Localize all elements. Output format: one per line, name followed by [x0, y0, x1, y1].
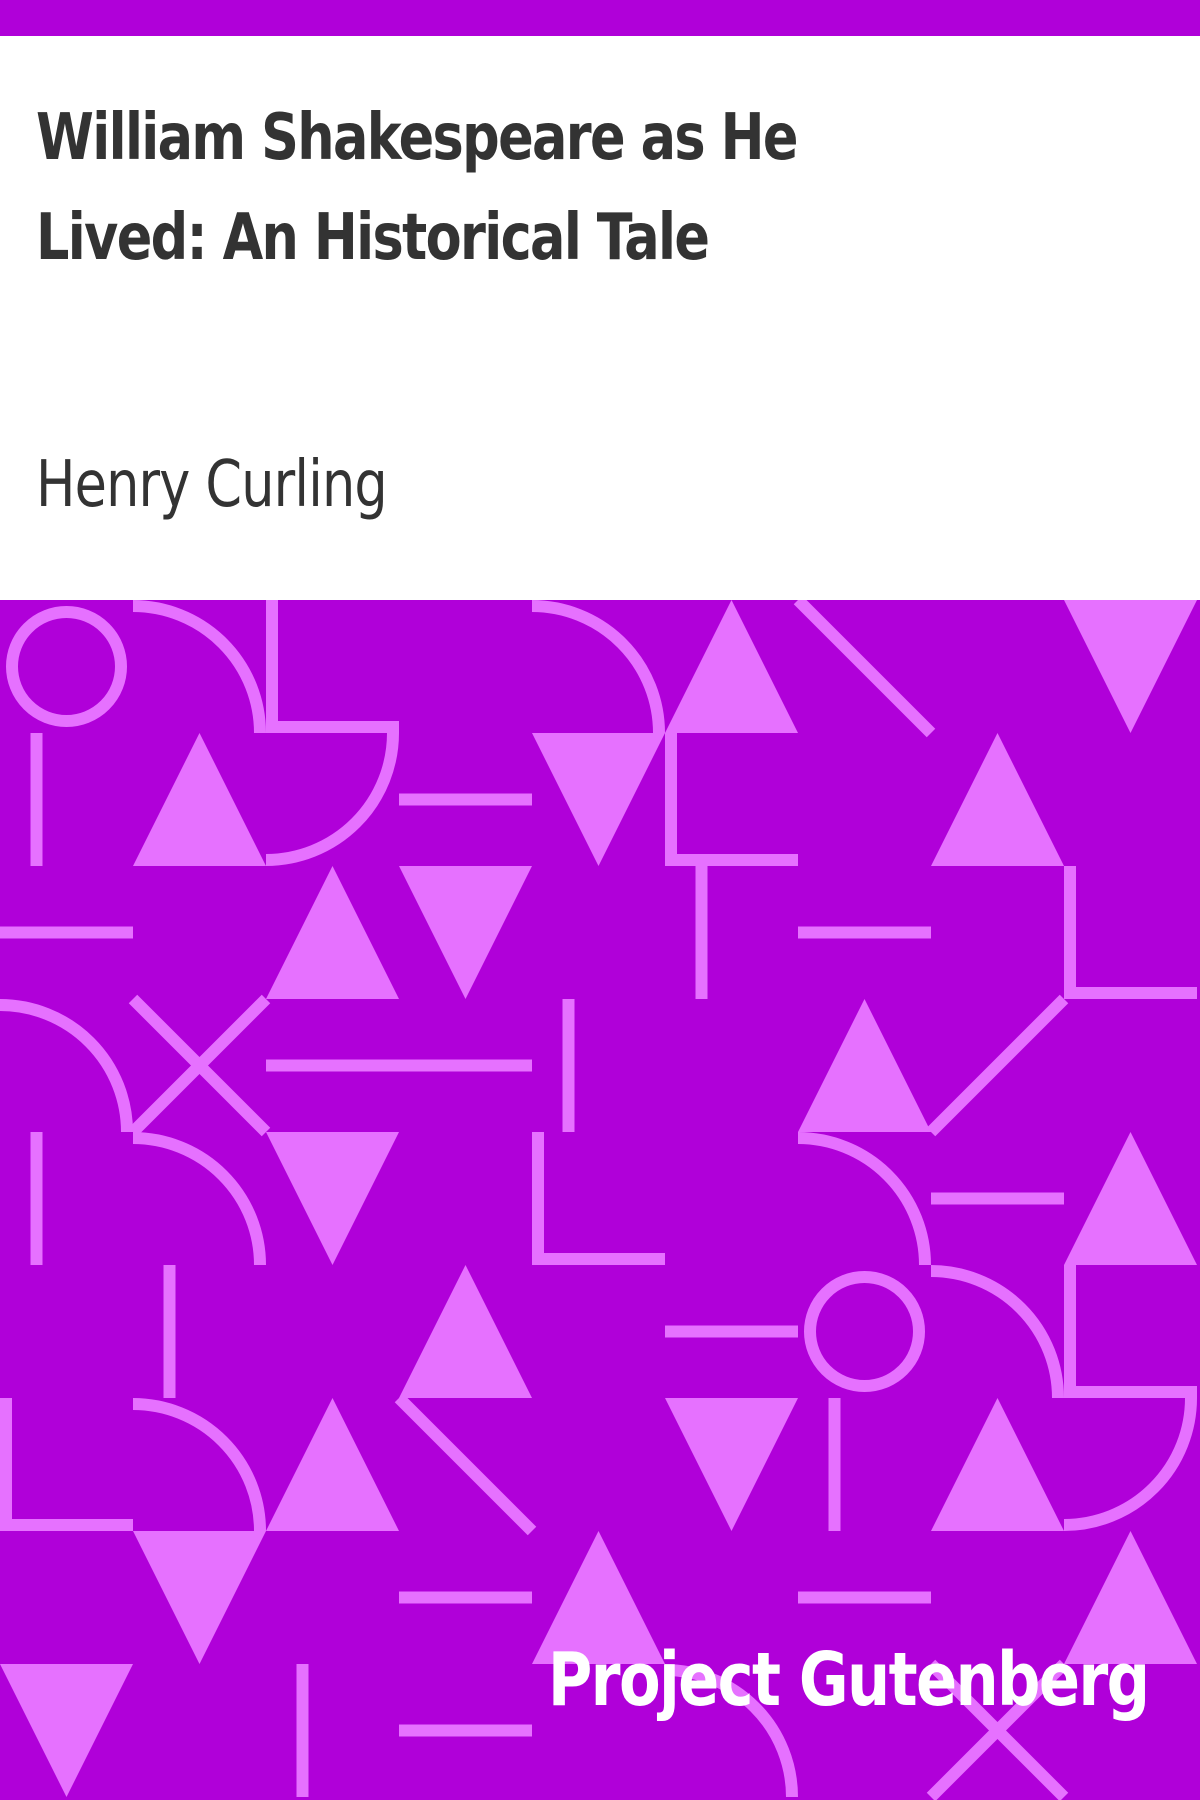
pattern-shape-tri-down-16 [399, 866, 532, 999]
pattern-shape-diag-43 [394, 1393, 537, 1536]
pattern-shape-tri-up-50 [532, 1531, 665, 1664]
pattern-shape-circle-37 [804, 1271, 925, 1392]
pattern-shape-arc-38 [930, 1265, 1064, 1399]
pattern-shape-arc-20 [0, 999, 133, 1133]
pattern-shape-arc-3 [531, 600, 665, 734]
pattern-shape-circle-0 [6, 606, 127, 727]
pattern-shapes [0, 600, 1197, 1800]
pattern-shape-tri-up-46 [931, 1398, 1064, 1531]
pattern-shape-tri-down-11 [532, 733, 665, 866]
top-color-band [0, 0, 1200, 36]
pattern-shape-tri-down-48 [133, 1531, 266, 1664]
pattern-shape-diag2-26 [926, 994, 1069, 1137]
pattern-shape-tri-up-33 [1064, 1132, 1197, 1265]
pattern-shape-tri-down-44 [665, 1398, 798, 1531]
pattern-shape-tri-up-13 [931, 733, 1064, 866]
pattern-shape-cross-21 [128, 994, 271, 1137]
pattern-shape-tri-up-52 [1064, 1531, 1197, 1664]
pattern-shape-corner-39 [1064, 1265, 1197, 1398]
pattern-shape-diag-5 [793, 600, 936, 738]
title-area [0, 36, 1200, 600]
pattern-shape-arc-down-9 [265, 732, 399, 866]
pattern-shape-arc-41 [132, 1398, 266, 1532]
book-title: William Shakespeare as He Lived: An Hist… [36, 101, 798, 275]
pattern-shape-cross-57 [926, 1659, 1069, 1800]
pattern-shape-tri-down-29 [266, 1132, 399, 1265]
pattern-shape-corner-40 [0, 1398, 133, 1531]
pattern-shape-tri-up-15 [266, 866, 399, 999]
pattern-shape-corner-30 [532, 1132, 665, 1265]
publisher-label: Project Gutenberg [547, 1637, 1149, 1723]
pattern-shape-arc-1 [132, 600, 266, 734]
pattern-shape-arc-31 [797, 1132, 931, 1266]
pattern-shape-corner-19 [1064, 866, 1197, 999]
pattern-shape-tri-down-6 [1064, 600, 1197, 733]
pattern-shape-corner-2 [266, 600, 399, 733]
pattern-shape-arc-down-47 [1063, 1397, 1197, 1531]
pattern-shape-arc-28 [132, 1132, 266, 1266]
pattern-shape-tri-up-8 [133, 733, 266, 866]
geometric-pattern [0, 600, 1200, 1800]
pattern-shape-tri-up-25 [798, 999, 931, 1132]
pattern-shape-tri-up-4 [665, 600, 798, 733]
pattern-shape-arc-56 [664, 1664, 798, 1798]
pattern-shape-corner-12 [665, 733, 798, 866]
pattern-shape-tri-down-53 [0, 1664, 133, 1797]
pattern-shape-tri-up-42 [266, 1398, 399, 1531]
pattern-shape-tri-up-35 [399, 1265, 532, 1398]
book-author: Henry Curling [36, 448, 388, 522]
